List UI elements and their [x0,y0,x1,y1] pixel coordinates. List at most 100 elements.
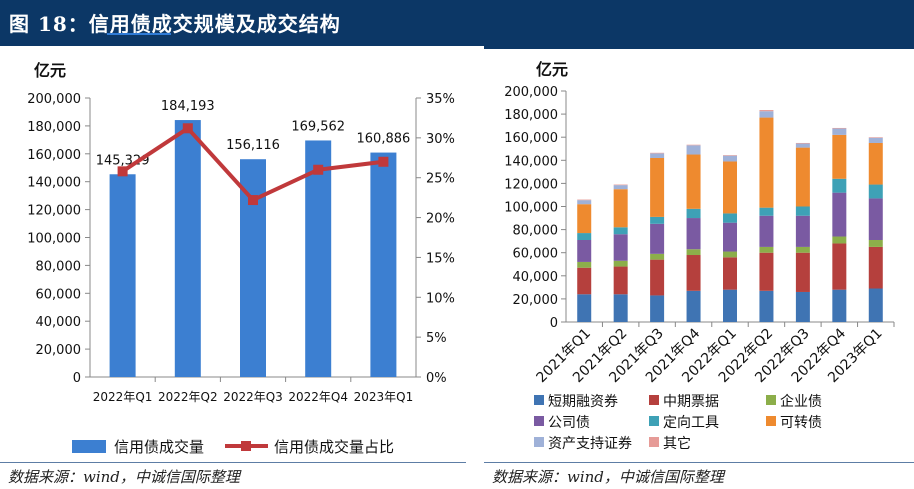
stack-segment [723,289,737,322]
stack-segment [613,185,628,190]
legend-label: 公司债 [548,415,590,431]
y-tick-label: 100,000 [504,201,558,216]
legend-label: 短期融资券 [548,394,618,410]
stack-segment [868,288,883,322]
stack-segment [723,155,737,162]
y2-tick-label: 15% [426,251,455,266]
stack-segment [723,257,737,290]
source-note-left: 数据来源：wind，中诚信国际整理 [8,468,240,486]
stack-segment [832,127,847,129]
stack-segment [686,290,701,322]
stack-segment [832,289,847,322]
stack-segment [650,157,665,217]
figure-title: 图 18：信用债成交规模及成交结构 [9,12,341,36]
y-tick-label: 120,000 [27,204,81,219]
stack-segment [613,234,628,261]
stack-segment [686,144,701,146]
stack-segment [650,152,665,154]
bar-data-label: 160,886 [357,132,411,147]
stack-segment [832,134,847,179]
stack-segment [795,252,810,292]
y2-tick-label: 25% [426,172,455,187]
stack-segment [613,266,628,295]
stack-segment [759,111,774,118]
title-bar: 图 18：信用债成交规模及成交结构 [0,0,914,46]
y2-tick-label: 10% [426,291,455,306]
stack-segment [577,233,592,240]
stack-segment [795,246,810,253]
y2-tick-label: 5% [426,331,447,346]
y-tick-label: 120,000 [504,177,558,192]
stack-segment [613,227,628,235]
stack-segment [577,294,592,322]
legend-swatch-marker [241,441,251,451]
stack-segment [686,145,701,155]
stack-segment [832,128,847,135]
y-tick-label: 20,000 [36,343,82,358]
line-marker [182,123,193,134]
y-tick-label: 60,000 [513,247,559,262]
y-tick-label: 40,000 [513,270,559,285]
y-tick-label: 0 [550,316,558,331]
stack-segment [832,236,847,244]
stack-segment [577,200,592,205]
stack-segment [723,222,737,252]
legend-label: 定向工具 [663,415,719,431]
bar [370,152,397,377]
legend-label: 可转债 [780,415,822,431]
legend-label: 信用债成交量占比 [274,438,394,456]
y-tick-label: 160,000 [504,131,558,146]
y-tick-label: 100,000 [27,232,81,247]
stack-segment [650,259,665,296]
stack-segment [795,147,810,207]
stack-segment [686,208,701,219]
stack-segment [759,246,774,253]
x-tick-label: 2022年Q2 [158,390,218,404]
stack-segment [759,290,774,322]
x-tick-label: 2022年Q4 [288,390,348,404]
y2-tick-label: 20% [426,212,455,227]
y-tick-label: 180,000 [504,108,558,123]
line-marker [117,166,128,177]
y-tick-label: 180,000 [27,120,81,135]
stack-segment [795,291,810,322]
y-tick-label: 80,000 [36,259,82,274]
stack-segment [868,198,883,240]
y-tick-label: 60,000 [36,287,82,302]
stack-segment [577,239,592,262]
stack-segment [795,143,810,148]
stack-segment [650,153,665,158]
unit-label: 亿元 [536,60,568,79]
stack-segment [723,251,737,258]
unit-label: 亿元 [34,61,66,80]
line-marker [378,156,389,167]
stack-segment [832,178,847,193]
bar-data-label: 184,193 [161,99,215,114]
left-chart: 亿元 0 20,000 40,000 60,000 80,000 100,000 120,00… [27,61,455,456]
stack-segment [723,161,737,214]
stack-segment [650,253,665,260]
footer-line-right [484,462,914,463]
stack-segment [832,192,847,237]
y-tick-label: 160,000 [27,148,81,163]
y2-tick-label: 0% [426,371,447,386]
stack-segment [759,215,774,247]
stack-segment [723,213,737,223]
stack-segment [577,204,592,234]
stack-segment [577,267,592,295]
x-tick-label: 2023年Q1 [354,390,414,404]
stack-segment [868,137,883,143]
stack-segment [577,261,592,268]
legend-swatch [649,395,659,405]
bar [174,120,201,377]
legend-swatch [649,416,659,426]
stack-segment [723,155,737,156]
stack-segment [868,246,883,289]
legend-swatch [766,395,776,405]
stack-segment [795,142,810,144]
stack-segment [686,255,701,291]
line-marker [313,164,324,175]
y2-tick-label: 35% [426,92,455,107]
legend-swatch [534,395,544,405]
stack-segment [613,260,628,267]
